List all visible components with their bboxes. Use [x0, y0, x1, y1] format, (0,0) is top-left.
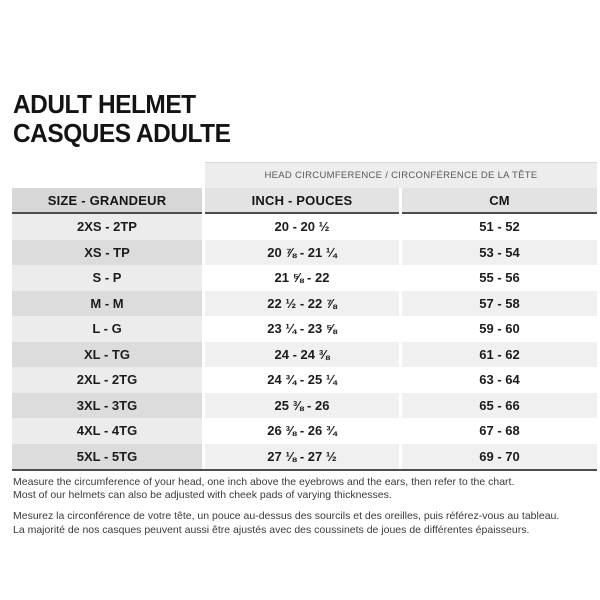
table-row-5-inch: 24 - 24 ⅜ [205, 341, 399, 367]
page-title-en: ADULT HELMET [13, 89, 196, 119]
table-row-5-cm: 61 - 62 [402, 341, 597, 367]
footer-note-fr: Mesurez la circonférence de votre tête, … [13, 510, 591, 536]
footer-note-fr-line2: La majorité de nos casques peuvent aussi… [13, 523, 530, 536]
table-bottom-rule [12, 469, 597, 471]
size-table-wrap: HEAD CIRCUMFERENCE / CIRCONFÉRENCE DE LA… [12, 162, 597, 471]
table-row-7-cm: 65 - 66 [402, 392, 597, 418]
table-row-2-cm: 55 - 56 [402, 265, 597, 291]
table-row-4-size: L - G [12, 316, 202, 342]
page-title: ADULT HELMET CASQUES ADULTE [13, 89, 231, 148]
head-circumference-band: HEAD CIRCUMFERENCE / CIRCONFÉRENCE DE LA… [205, 162, 597, 188]
table-row-0-size: 2XS - 2TP [12, 214, 202, 240]
table-row-4-inch: 23 ¼ - 23 ⅝ [205, 316, 399, 342]
table-row-9-size: 5XL - 5TG [12, 443, 202, 469]
table-row-3-size: M - M [12, 290, 202, 316]
column-header-inch: INCH - POUCES [205, 188, 399, 214]
size-table: HEAD CIRCUMFERENCE / CIRCONFÉRENCE DE LA… [12, 162, 597, 469]
footer-notes: Measure the circumference of your head, … [13, 476, 591, 545]
table-row-7-inch: 25 ⅜ - 26 [205, 392, 399, 418]
table-row-9-inch: 27 ⅛ - 27 ½ [205, 443, 399, 469]
table-row-0-inch: 20 - 20 ½ [205, 214, 399, 240]
table-row-1-cm: 53 - 54 [402, 239, 597, 265]
table-row-0-cm: 51 - 52 [402, 214, 597, 240]
table-row-6-cm: 63 - 64 [402, 367, 597, 393]
column-header-cm: CM [402, 188, 597, 214]
footer-note-en: Measure the circumference of your head, … [13, 476, 591, 502]
footer-note-en-line1: Measure the circumference of your head, … [13, 476, 515, 488]
table-row-7-size: 3XL - 3TG [12, 392, 202, 418]
table-row-8-cm: 67 - 68 [402, 418, 597, 444]
page-title-fr: CASQUES ADULTE [13, 118, 231, 148]
table-row-9-cm: 69 - 70 [402, 443, 597, 469]
band-spacer [12, 162, 202, 188]
table-row-1-size: XS - TP [12, 239, 202, 265]
table-row-2-size: S - P [12, 265, 202, 291]
table-row-6-size: 2XL - 2TG [12, 367, 202, 393]
footer-note-en-line2: Most of our helmets can also be adjusted… [13, 489, 392, 502]
table-row-8-size: 4XL - 4TG [12, 418, 202, 444]
table-row-5-size: XL - TG [12, 341, 202, 367]
footer-note-fr-line1: Mesurez la circonférence de votre tête, … [13, 510, 560, 523]
table-row-8-inch: 26 ⅜ - 26 ¾ [205, 418, 399, 444]
table-row-3-cm: 57 - 58 [402, 290, 597, 316]
table-row-4-cm: 59 - 60 [402, 316, 597, 342]
table-row-3-inch: 22 ½ - 22 ⅞ [205, 290, 399, 316]
table-row-2-inch: 21 ⅝ - 22 [205, 265, 399, 291]
table-row-1-inch: 20 ⅞ - 21 ¼ [205, 239, 399, 265]
column-header-size: SIZE - GRANDEUR [12, 188, 202, 214]
table-row-6-inch: 24 ¾ - 25 ¼ [205, 367, 399, 393]
